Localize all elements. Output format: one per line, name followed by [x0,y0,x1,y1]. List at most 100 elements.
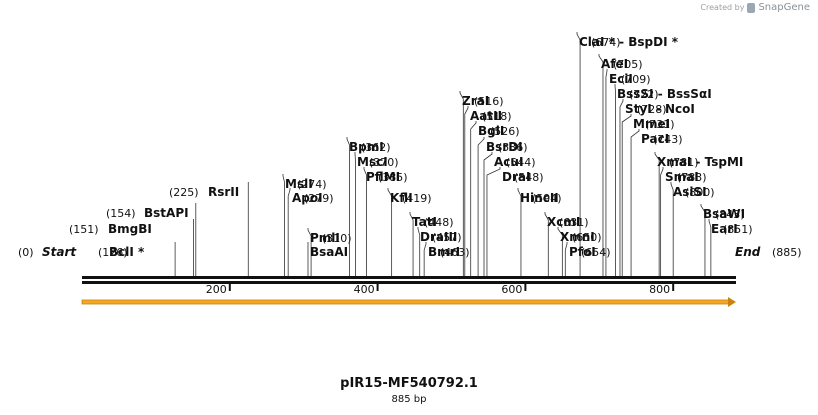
site-connector-line [307,228,312,276]
credit-prefix: Created by [700,3,745,12]
site-pmli[interactable]: PmlI(310) [307,228,352,276]
site-eari[interactable]: EarI(851) [708,219,753,276]
site-name: SmaI [665,170,699,184]
site-tati[interactable]: TatI(448) [409,212,454,276]
site-name: BsrDI [486,140,523,154]
site-apoi[interactable]: ApoI(279) [287,188,334,276]
site-position: (731) [645,118,675,131]
site-bgli[interactable]: BglI(526) [470,121,520,276]
site-name: ZraI [462,94,489,108]
site-position: (728) [637,103,667,116]
site-connector-line [423,242,427,276]
site-connector-line [483,152,493,276]
site-kfli[interactable]: KflI(419) [387,188,432,276]
site-zrai[interactable]: ZraI(516) [459,91,504,276]
site-position: (370) [369,156,399,169]
site-connector-line [564,242,568,276]
site-connector-line [621,114,632,276]
site-bpmi[interactable]: BpmI(362) [346,137,391,276]
site-name: BstAPI [144,206,189,220]
site-position: (594) [532,192,562,205]
feature-arrow-head [728,297,736,307]
site-connector-line [477,137,485,276]
site-position: (709) [621,73,651,86]
site-name: MslI [285,177,313,191]
site-connector-line [459,91,464,276]
site-connector-line [363,167,367,276]
site-smai[interactable]: SmaI(783) [660,167,707,276]
site-name: AsiSI [673,185,707,199]
site-clai[interactable]: ClaI * - BspDI *(674) [576,32,679,276]
site-name: BsaAI [310,245,348,259]
site-paci[interactable]: PacI(743) [630,129,683,276]
site-position: (518) [482,110,512,123]
site-afei[interactable]: AfeI(705) [598,54,643,276]
site-bmgbi[interactable]: BmgBI (151) [69,219,194,276]
site-position: (650) [572,231,602,244]
credit-brand: SnapGene [758,2,810,13]
feature-bar [82,300,730,304]
site-position: (457) [432,231,462,244]
site-position: (722) [629,88,659,101]
site-drai[interactable]: DraI(548) [486,167,544,276]
site-xmai[interactable]: XmaI - TspMI(781) [654,152,743,276]
site-name: BmrI [428,245,460,259]
site-bsawi[interactable]: BsaWI(843) [700,204,745,276]
start-position: (0) [18,246,34,259]
site-xcmi[interactable]: XcmI(631) [544,212,589,276]
site-pfoi[interactable]: PfoI(654) [564,242,611,276]
site-name: KflI [390,191,413,205]
site-msci[interactable]: MscI(370) [354,152,399,276]
site-name: BsaWI [703,207,745,221]
site-position: (544) [506,156,536,169]
site-bsssi[interactable]: BssSI - BssSαI(722) [614,84,712,276]
site-position: (800) [685,186,715,199]
site-position: (516) [474,95,504,108]
site-position: (419) [402,192,432,205]
plasmid-length: 885 bp [391,394,427,405]
site-connector-line [660,167,664,276]
site-position: (851) [723,223,753,236]
site-aatii[interactable]: AatII(518) [464,106,512,276]
site-pflmi[interactable]: PflMI(385) [363,167,408,276]
site-connector-line [708,219,712,276]
site-bsaai[interactable]: BsaAI [307,242,348,276]
site-name: XcmI [547,215,580,229]
site-position: (362) [361,141,391,154]
site-name: ApoI [292,191,323,205]
site-position: (279) [304,192,334,205]
site-styi[interactable]: StyI - NcoI(728) [619,99,695,276]
site-bmri[interactable]: BmrI(463) [423,242,470,276]
site-rsrii[interactable]: RsrII (225) [169,182,249,276]
end-position: (885) [772,246,802,259]
site-connector-line [464,106,469,276]
site-draiii[interactable]: DraIII(457) [417,227,462,276]
site-xmni[interactable]: XmnI(650) [557,227,602,276]
site-hincii[interactable]: HincII(594) [517,188,562,276]
plasmid-name: pIR15-MF540792.1 [340,376,478,391]
site-mmei[interactable]: MmeI(731) [621,114,675,276]
site-position: (843) [715,208,745,221]
site-acui[interactable]: AcuI(544) [483,152,536,276]
site-asisi[interactable]: AsiSI(800) [670,182,715,276]
site-name: BclI * [109,245,145,259]
site-msli[interactable]: MslI(274) [282,174,327,276]
site-position: (310) [322,232,352,245]
site-position: (705) [613,58,643,71]
site-name: HincII [520,191,559,205]
site-name: MscI [357,155,388,169]
dna-backbone-bottom [82,281,736,284]
site-connector-line [517,188,522,276]
site-bsrdi[interactable]: BsrDI(536) [477,137,528,276]
site-connector-line [605,69,608,276]
site-connector-line [544,212,549,276]
site-connector-line [700,204,706,276]
site-ecii[interactable]: EciI(709) [605,69,651,276]
restriction-sites: BclI *(126) BmgBI (151) BstAPI (154) RsrII (22… [69,32,753,276]
site-bcli[interactable]: BclI *(126) [98,242,176,276]
site-position: (526) [490,125,520,138]
site-name: PflMI [366,170,400,184]
site-position: (631) [559,216,589,229]
site-bstapi[interactable]: BstAPI (154) [106,203,197,276]
site-name: BmgBI [108,222,152,236]
